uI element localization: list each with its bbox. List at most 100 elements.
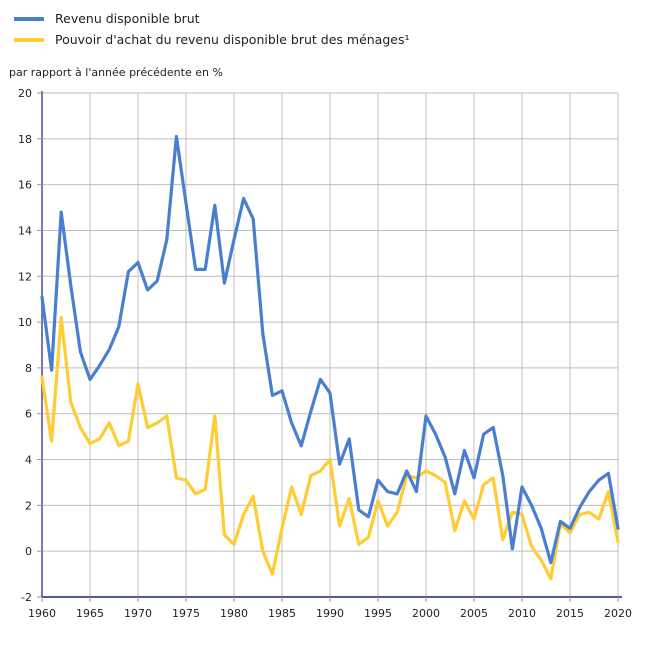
data-point-revenu-2002[interactable]: [443, 455, 448, 460]
data-point-revenu-1969[interactable]: [126, 269, 131, 274]
data-point-pouvoir-achat-1980[interactable]: [232, 542, 237, 547]
data-point-revenu-1991[interactable]: [337, 462, 342, 467]
data-point-pouvoir-achat-1977[interactable]: [203, 487, 208, 492]
data-point-revenu-1988[interactable]: [308, 409, 313, 414]
data-point-revenu-1981[interactable]: [241, 196, 246, 201]
data-point-pouvoir-achat-1983[interactable]: [260, 549, 265, 554]
data-point-revenu-2001[interactable]: [433, 432, 438, 437]
data-point-pouvoir-achat-1988[interactable]: [308, 473, 313, 478]
data-point-revenu-2008[interactable]: [500, 473, 505, 478]
data-point-pouvoir-achat-2004[interactable]: [462, 498, 467, 503]
data-point-revenu-2015[interactable]: [568, 526, 573, 531]
data-point-revenu-1994[interactable]: [366, 514, 371, 519]
data-point-revenu-2017[interactable]: [587, 489, 592, 494]
legend-item-pouvoir-achat[interactable]: Pouvoir d'achat du revenu disponible bru…: [14, 29, 410, 50]
data-point-pouvoir-achat-1966[interactable]: [97, 436, 102, 441]
data-point-revenu-1970[interactable]: [136, 260, 141, 265]
data-point-pouvoir-achat-1989[interactable]: [318, 469, 323, 474]
data-point-pouvoir-achat-1987[interactable]: [299, 512, 304, 517]
data-point-pouvoir-achat-2005[interactable]: [472, 517, 477, 522]
data-point-pouvoir-achat-1997[interactable]: [395, 510, 400, 515]
data-point-revenu-2018[interactable]: [596, 478, 601, 483]
data-point-revenu-1989[interactable]: [318, 377, 323, 382]
data-point-pouvoir-achat-1982[interactable]: [251, 494, 256, 499]
series-line-revenu[interactable]: [40, 134, 620, 565]
data-point-pouvoir-achat-1973[interactable]: [164, 414, 169, 419]
data-point-pouvoir-achat-2018[interactable]: [596, 517, 601, 522]
data-point-revenu-1972[interactable]: [155, 278, 160, 283]
data-point-revenu-1962[interactable]: [59, 210, 64, 215]
data-point-revenu-1976[interactable]: [193, 267, 198, 272]
data-point-pouvoir-achat-1994[interactable]: [366, 535, 371, 540]
data-point-revenu-1990[interactable]: [328, 391, 333, 396]
data-point-revenu-2019[interactable]: [606, 471, 611, 476]
data-point-revenu-1975[interactable]: [184, 200, 189, 205]
data-point-pouvoir-achat-1985[interactable]: [280, 526, 285, 531]
data-point-pouvoir-achat-1993[interactable]: [356, 542, 361, 547]
data-point-pouvoir-achat-1975[interactable]: [184, 478, 189, 483]
data-point-revenu-2003[interactable]: [452, 491, 457, 496]
data-point-pouvoir-achat-1972[interactable]: [155, 420, 160, 425]
series-line-pouvoir-achat[interactable]: [40, 315, 620, 581]
data-point-pouvoir-achat-1968[interactable]: [116, 443, 121, 448]
data-point-revenu-1974[interactable]: [174, 134, 179, 139]
data-point-pouvoir-achat-2011[interactable]: [529, 544, 534, 549]
data-point-revenu-2012[interactable]: [539, 526, 544, 531]
data-point-pouvoir-achat-1963[interactable]: [68, 400, 73, 405]
data-point-revenu-2016[interactable]: [577, 505, 582, 510]
data-point-revenu-1997[interactable]: [395, 491, 400, 496]
data-point-pouvoir-achat-2008[interactable]: [500, 537, 505, 542]
data-point-revenu-2020[interactable]: [616, 526, 621, 531]
legend-item-revenu[interactable]: Revenu disponible brut: [14, 8, 410, 29]
data-point-pouvoir-achat-1969[interactable]: [126, 439, 131, 444]
data-point-pouvoir-achat-1961[interactable]: [49, 439, 54, 444]
data-point-revenu-1977[interactable]: [203, 267, 208, 272]
data-point-pouvoir-achat-1992[interactable]: [347, 496, 352, 501]
data-point-pouvoir-achat-2020[interactable]: [616, 540, 621, 545]
data-point-revenu-2013[interactable]: [548, 560, 553, 565]
data-point-revenu-2014[interactable]: [558, 519, 563, 524]
data-point-revenu-1983[interactable]: [260, 331, 265, 336]
data-point-revenu-1995[interactable]: [376, 478, 381, 483]
data-point-revenu-1984[interactable]: [270, 393, 275, 398]
data-point-revenu-1965[interactable]: [88, 377, 93, 382]
data-point-pouvoir-achat-1976[interactable]: [193, 491, 198, 496]
data-point-revenu-1961[interactable]: [49, 368, 54, 373]
data-point-pouvoir-achat-1964[interactable]: [78, 425, 83, 430]
data-point-pouvoir-achat-2015[interactable]: [568, 530, 573, 535]
data-point-pouvoir-achat-2003[interactable]: [452, 528, 457, 533]
data-point-revenu-1964[interactable]: [78, 349, 83, 354]
data-point-revenu-1968[interactable]: [116, 324, 121, 329]
data-point-revenu-2005[interactable]: [472, 475, 477, 480]
data-point-pouvoir-achat-1990[interactable]: [328, 457, 333, 462]
data-point-pouvoir-achat-1986[interactable]: [289, 485, 294, 490]
data-point-pouvoir-achat-1967[interactable]: [107, 420, 112, 425]
data-point-pouvoir-achat-1995[interactable]: [376, 498, 381, 503]
data-point-revenu-1966[interactable]: [97, 363, 102, 368]
data-point-revenu-2009[interactable]: [510, 546, 515, 551]
data-point-pouvoir-achat-2000[interactable]: [424, 469, 429, 474]
data-point-pouvoir-achat-1979[interactable]: [222, 533, 227, 538]
data-point-pouvoir-achat-1974[interactable]: [174, 475, 179, 480]
data-point-revenu-1993[interactable]: [356, 507, 361, 512]
data-point-revenu-1980[interactable]: [232, 237, 237, 242]
data-point-revenu-1978[interactable]: [212, 203, 217, 208]
data-point-pouvoir-achat-1978[interactable]: [212, 414, 217, 419]
data-point-pouvoir-achat-1962[interactable]: [59, 315, 64, 320]
data-point-revenu-1986[interactable]: [289, 420, 294, 425]
data-point-pouvoir-achat-1996[interactable]: [385, 523, 390, 528]
data-point-revenu-1967[interactable]: [107, 347, 112, 352]
data-point-revenu-1998[interactable]: [404, 469, 409, 474]
data-point-pouvoir-achat-2013[interactable]: [548, 576, 553, 581]
data-point-pouvoir-achat-1965[interactable]: [88, 441, 93, 446]
data-point-pouvoir-achat-2007[interactable]: [491, 475, 496, 480]
data-point-revenu-2007[interactable]: [491, 425, 496, 430]
data-point-pouvoir-achat-2009[interactable]: [510, 510, 515, 515]
data-point-pouvoir-achat-1981[interactable]: [241, 512, 246, 517]
data-point-revenu-1982[interactable]: [251, 217, 256, 222]
data-point-pouvoir-achat-1970[interactable]: [136, 381, 141, 386]
data-point-revenu-2004[interactable]: [462, 448, 467, 453]
data-point-revenu-2000[interactable]: [424, 414, 429, 419]
data-point-pouvoir-achat-2010[interactable]: [520, 512, 525, 517]
data-point-revenu-2011[interactable]: [529, 503, 534, 508]
